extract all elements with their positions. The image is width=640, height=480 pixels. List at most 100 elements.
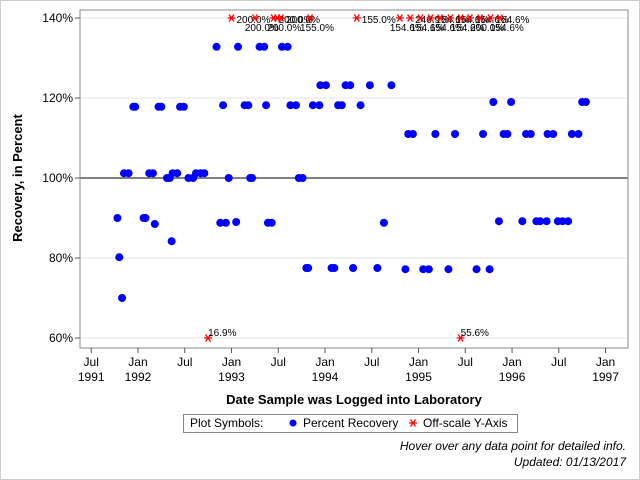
data-point[interactable]: [148, 169, 157, 178]
data-point[interactable]: [150, 220, 159, 228]
data-point[interactable]: [564, 217, 573, 226]
data-point[interactable]: [248, 174, 257, 182]
data-point[interactable]: [219, 101, 228, 110]
data-point[interactable]: [173, 169, 182, 178]
data-point[interactable]: [373, 264, 382, 272]
data-point[interactable]: [212, 42, 221, 51]
y-tick-label: 80%: [49, 251, 73, 265]
data-point[interactable]: [356, 101, 365, 110]
data-point[interactable]: [224, 174, 233, 182]
data-point[interactable]: [581, 98, 590, 106]
y-tick-label: 120%: [42, 91, 73, 105]
data-point[interactable]: [234, 42, 243, 51]
data-point[interactable]: [444, 265, 453, 274]
offscale-point: [465, 14, 474, 22]
data-point[interactable]: [387, 81, 396, 90]
data-point[interactable]: [315, 101, 324, 110]
data-point[interactable]: [221, 218, 230, 227]
data-point[interactable]: [401, 265, 410, 274]
data-point[interactable]: [574, 130, 583, 138]
data-point[interactable]: [472, 265, 481, 274]
x-tick-label: Jul: [271, 355, 286, 369]
offscale-point: [306, 14, 315, 22]
data-point[interactable]: [330, 264, 339, 272]
data-point[interactable]: [124, 169, 133, 178]
legend-marker: [289, 419, 297, 427]
data-point[interactable]: [365, 81, 374, 90]
offscale-label: 155.0%: [362, 15, 396, 26]
x-tick-label: Jan 1992: [125, 355, 152, 384]
x-tick-label: Jan 1994: [312, 355, 339, 384]
data-point[interactable]: [526, 130, 535, 138]
offscale-point: [476, 14, 485, 22]
data-point[interactable]: [349, 264, 358, 272]
offscale-point: [456, 14, 465, 22]
data-point[interactable]: [424, 265, 433, 274]
data-point[interactable]: [262, 101, 271, 110]
data-point[interactable]: [113, 214, 122, 222]
data-point[interactable]: [167, 237, 176, 246]
data-point[interactable]: [200, 169, 209, 178]
data-point[interactable]: [304, 264, 313, 272]
x-tick-label: Jul: [177, 355, 192, 369]
offscale-point: [406, 14, 415, 22]
data-point[interactable]: [479, 130, 488, 138]
data-point[interactable]: [131, 102, 140, 111]
data-point[interactable]: [346, 81, 355, 90]
data-point[interactable]: [316, 81, 325, 90]
data-point[interactable]: [558, 217, 567, 226]
offscale-point: [486, 14, 495, 22]
data-point[interactable]: [503, 130, 512, 138]
data-point[interactable]: [308, 101, 317, 110]
data-point[interactable]: [485, 265, 494, 274]
data-point[interactable]: [232, 218, 241, 226]
data-point[interactable]: [179, 102, 188, 111]
offscale-point: [495, 14, 504, 22]
data-point[interactable]: [260, 42, 269, 51]
data-point[interactable]: [286, 101, 295, 110]
x-tick-label: Jan 1997: [592, 355, 619, 384]
data-point[interactable]: [337, 101, 346, 110]
offscale-point: [352, 14, 361, 22]
x-axis-label: Date Sample was Logged into Laboratory: [226, 392, 482, 407]
data-point[interactable]: [115, 253, 124, 262]
data-point[interactable]: [567, 130, 576, 138]
x-tick-label: Jan 1996: [499, 355, 526, 384]
data-point[interactable]: [118, 294, 127, 302]
data-point[interactable]: [543, 130, 552, 138]
offscale-point: [456, 334, 465, 342]
data-point[interactable]: [549, 130, 558, 138]
offscale-point: [250, 14, 259, 22]
data-point[interactable]: [419, 265, 428, 274]
data-point[interactable]: [216, 218, 225, 227]
data-point[interactable]: [489, 98, 498, 106]
data-point[interactable]: [298, 174, 307, 182]
data-point[interactable]: [507, 98, 516, 106]
data-point[interactable]: [431, 130, 440, 138]
data-point[interactable]: [408, 130, 417, 138]
offscale-label: 154.6%: [430, 23, 464, 34]
data-point[interactable]: [283, 42, 292, 51]
data-point[interactable]: [494, 217, 503, 226]
legend-box: [183, 414, 518, 433]
x-tick-label: Jul: [458, 355, 473, 369]
data-point[interactable]: [244, 101, 253, 110]
data-point[interactable]: [321, 81, 330, 90]
data-point[interactable]: [518, 217, 527, 226]
data-point[interactable]: [536, 217, 545, 226]
offscale-point: [395, 14, 404, 22]
legend-label: Off-scale Y-Axis: [423, 416, 507, 430]
x-tick-label: Jul 1991: [78, 355, 105, 384]
data-point[interactable]: [542, 217, 551, 226]
data-point[interactable]: [277, 42, 286, 51]
y-axis-label: Recovery, in Percent: [10, 114, 25, 242]
legend-label: Percent Recovery: [303, 416, 398, 430]
data-point[interactable]: [141, 214, 150, 222]
data-point[interactable]: [292, 101, 301, 110]
legend-title: Plot Symbols:: [190, 416, 263, 430]
data-point[interactable]: [450, 130, 459, 138]
data-point[interactable]: [267, 218, 276, 227]
data-point[interactable]: [157, 102, 166, 111]
data-point[interactable]: [379, 218, 388, 227]
offscale-point: [227, 14, 236, 22]
